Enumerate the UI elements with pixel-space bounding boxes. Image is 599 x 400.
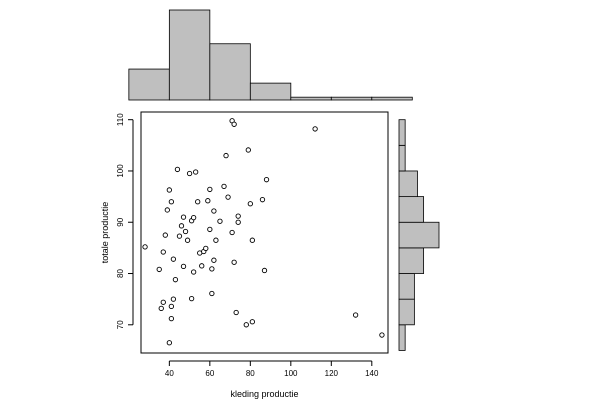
top-histogram-bar (330, 96, 373, 101)
top-histogram (128, 9, 413, 101)
data-point (168, 199, 175, 205)
x-tick-label: 80 (246, 369, 255, 378)
x-tick-label: 60 (205, 369, 214, 378)
data-point (221, 183, 227, 190)
data-point (182, 228, 189, 235)
data-point (193, 169, 199, 175)
data-point (176, 233, 183, 239)
scatter-points (142, 118, 385, 346)
y-tick-label: 90 (116, 217, 125, 226)
data-point (184, 237, 191, 243)
data-point (168, 303, 175, 309)
data-point (231, 259, 237, 265)
data-point (235, 219, 241, 225)
data-point (211, 257, 217, 263)
data-point (249, 237, 256, 243)
right-histogram-bar (398, 170, 418, 198)
data-point (209, 290, 215, 297)
data-point (195, 199, 201, 205)
data-point (160, 299, 166, 305)
data-point (142, 244, 148, 250)
x-tick-label: 40 (165, 369, 174, 378)
data-point (174, 166, 181, 173)
right-histogram (398, 119, 440, 351)
right-histogram-bar (398, 196, 425, 223)
data-point (158, 305, 164, 312)
data-point (259, 197, 266, 203)
y-tick-label: 100 (116, 164, 125, 178)
data-point (180, 214, 187, 220)
data-point (172, 277, 179, 283)
data-point (190, 269, 197, 275)
right-histogram-bar (398, 273, 415, 300)
data-point (170, 296, 177, 302)
right-histogram-bar (398, 247, 425, 274)
data-point (245, 147, 251, 153)
right-histogram-bar (398, 324, 406, 351)
data-point (186, 170, 193, 177)
plot-frame (140, 111, 389, 354)
data-point (162, 232, 168, 238)
data-point (261, 267, 268, 274)
data-point (166, 187, 172, 193)
data-point (180, 263, 187, 269)
data-point (229, 229, 235, 236)
data-point (312, 126, 318, 132)
right-histogram-bar (398, 144, 406, 172)
data-point (170, 256, 177, 262)
data-point (160, 249, 166, 255)
data-point (379, 332, 385, 338)
data-point (207, 186, 213, 193)
data-point (213, 237, 219, 243)
right-histogram-bar (398, 221, 440, 249)
data-point (205, 198, 211, 204)
data-point (243, 322, 249, 328)
data-point (225, 194, 231, 200)
top-histogram-bar (168, 9, 211, 101)
data-point (168, 315, 175, 322)
top-histogram-bar (209, 43, 251, 101)
data-point (203, 245, 209, 252)
top-histogram-bar (128, 68, 170, 101)
x-axis: 40 60 80 100 120 140 (165, 360, 379, 378)
y-tick-label: 70 (116, 320, 125, 329)
top-histogram-bar (290, 96, 332, 101)
data-point (199, 263, 205, 269)
data-point (164, 207, 170, 213)
y-axis: 70 80 90 100 110 (116, 113, 134, 329)
y-tick-label: 110 (116, 113, 125, 126)
data-point (211, 208, 217, 214)
data-point (207, 226, 213, 233)
data-point (263, 177, 270, 183)
data-point (235, 213, 241, 219)
data-point (156, 266, 162, 273)
data-point (188, 295, 195, 302)
data-point (233, 309, 239, 316)
data-point (249, 319, 256, 325)
x-axis-label: kleding productie (230, 389, 298, 399)
right-histogram-bar (398, 119, 406, 146)
data-point (223, 152, 229, 159)
data-point (231, 121, 237, 127)
y-tick-label: 80 (116, 269, 125, 278)
y-axis-label: totale productie (100, 202, 110, 264)
x-tick-label: 120 (325, 369, 339, 378)
data-point (166, 340, 172, 346)
data-point (352, 312, 359, 318)
data-point (217, 218, 223, 224)
data-point (178, 223, 185, 229)
data-point (247, 201, 253, 207)
top-histogram-bar (371, 96, 413, 101)
right-histogram-bar (398, 298, 415, 326)
x-tick-label: 140 (365, 369, 379, 378)
data-point (190, 214, 197, 221)
x-tick-label: 100 (284, 369, 298, 378)
data-point (209, 266, 215, 272)
top-histogram-bar (249, 82, 292, 101)
